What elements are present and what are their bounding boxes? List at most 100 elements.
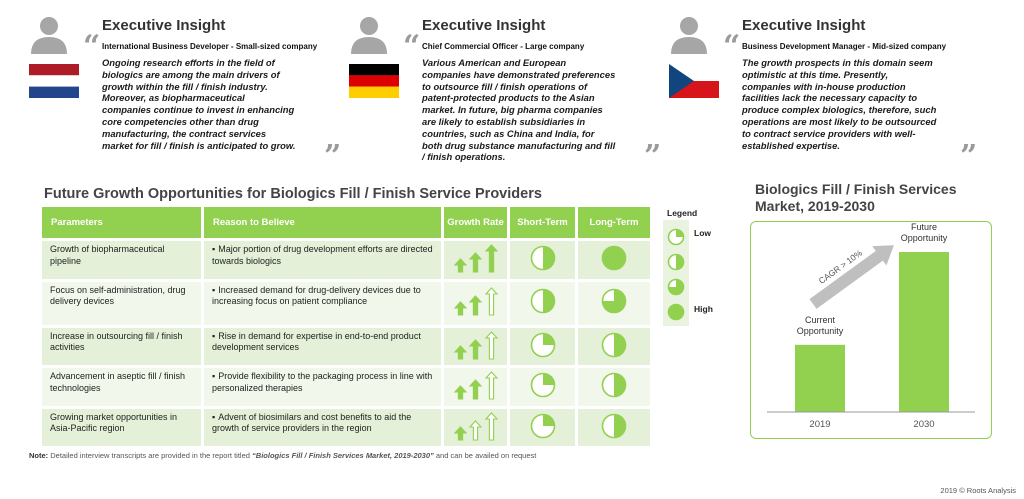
short-term-cell — [510, 278, 578, 325]
person-icon — [31, 17, 67, 54]
executive-insight-2: Executive Insight “ Chief Commercial Off… — [347, 12, 677, 182]
copyright: 2019 © Roots Analysis — [940, 486, 1016, 495]
growth-arrow-filled — [453, 344, 467, 360]
reason-cell: Provide flexibility to the packaging pro… — [204, 365, 444, 406]
harvey-ball-icon — [530, 245, 555, 271]
reason-cell: Rise in demand for expertise in end-to-e… — [204, 324, 444, 365]
short-term-cell — [510, 324, 578, 365]
growth-rate-cell — [444, 365, 510, 406]
growth-arrow-filled — [468, 379, 482, 400]
long-term-cell — [578, 365, 650, 406]
parameter-cell: Focus on self-administration, drug deliv… — [42, 278, 204, 325]
insight-role: Chief Commercial Officer - Large company — [422, 42, 585, 51]
growth-arrow-outline — [484, 371, 498, 400]
table-row: Advancement in aseptic fill / finish tec… — [42, 365, 650, 406]
insight-quote: Various American and European companies … — [422, 57, 616, 163]
legend-title: Legend — [667, 208, 698, 218]
person-icon — [351, 17, 387, 54]
header-growth-rate: Growth Rate — [444, 207, 510, 238]
insight-quote: Ongoing research efforts in the field of… — [102, 57, 296, 151]
growth-arrow-filled — [468, 338, 482, 360]
parameter-cell: Growing market opportunities in Asia-Pac… — [42, 405, 204, 446]
growth-arrows-icon — [453, 330, 498, 360]
insight-title: Executive Insight — [742, 17, 866, 34]
table-row: Growth of biopharmaceutical pipeline Maj… — [42, 238, 650, 279]
growth-arrows-icon — [453, 411, 498, 441]
harvey-ball-icon — [530, 372, 555, 398]
growth-arrow-filled — [453, 301, 467, 316]
open-quote-icon: “ — [83, 29, 101, 64]
bar-2030 — [899, 252, 949, 412]
parameter-cell: Advancement in aseptic fill / finish tec… — [42, 365, 204, 406]
executive-insight-3: Executive Insight “ Business Development… — [667, 12, 997, 182]
table-row: Focus on self-administration, drug deliv… — [42, 278, 650, 325]
harvey-ball-icon — [601, 288, 627, 314]
harvey-ball-icon — [667, 303, 685, 321]
x-tick-label: 2030 — [913, 419, 934, 430]
close-quote-icon: ” — [644, 139, 662, 174]
harvey-ball-icon — [601, 245, 627, 271]
open-quote-icon: “ — [723, 29, 741, 64]
growth-arrows-icon — [453, 371, 498, 400]
growth-arrow-filled — [468, 252, 482, 273]
market-chart-svg: CurrentOpportunity2019FutureOpportunity2… — [767, 222, 975, 430]
legend-high-label: High — [694, 304, 713, 314]
executive-insight-1: Executive Insight “ International Busine… — [27, 12, 357, 182]
germany-flag-icon — [349, 64, 399, 98]
insight-role: International Business Developer - Small… — [102, 42, 318, 51]
growth-arrow-filled — [453, 385, 467, 400]
header-short-term: Short-Term — [510, 207, 578, 238]
harvey-ball-icon — [667, 228, 685, 246]
close-quote-icon: ” — [960, 139, 978, 174]
short-term-cell — [510, 238, 578, 279]
growth-arrows-icon — [453, 244, 498, 273]
growth-arrow-outline — [484, 287, 498, 316]
insight-title: Executive Insight — [422, 17, 546, 34]
close-quote-icon: ” — [324, 139, 342, 174]
growth-rate-cell — [444, 278, 510, 325]
harvey-ball-icon — [667, 253, 685, 271]
bar-label: Current — [805, 315, 836, 325]
legend: Legend Low High — [663, 208, 723, 326]
table-header-row: Parameters Reason to Believe Growth Rate… — [42, 207, 650, 238]
long-term-cell — [578, 278, 650, 325]
legend-low-label: Low — [694, 228, 711, 238]
netherlands-flag-icon — [29, 64, 79, 98]
market-chart-title: Biologics Fill / Finish Services Market,… — [755, 181, 957, 214]
long-term-cell — [578, 238, 650, 279]
cagr-arrow: CAGR > 10% — [809, 245, 894, 309]
reason-cell: Major portion of drug development effort… — [204, 238, 444, 279]
growth-arrow-filled — [484, 244, 498, 273]
short-term-cell — [510, 405, 578, 446]
reason-cell: Increased demand for drug-delivery devic… — [204, 278, 444, 325]
harvey-ball-icon — [530, 332, 555, 357]
person-icon — [671, 17, 707, 54]
insight-quote: The growth prospects in this domain seem… — [742, 57, 937, 151]
table-row: Growing market opportunities in Asia-Pac… — [42, 405, 650, 446]
growth-arrows-icon — [453, 287, 498, 316]
growth-arrow-outline — [484, 411, 498, 441]
bar-2019 — [795, 344, 845, 412]
market-chart: Current Opportunity 2019 Future Opportunity 2… — [750, 221, 992, 439]
reason-cell: Advent of biosimilars and cost benefits … — [204, 405, 444, 446]
opportunities-title: Future Growth Opportunities for Biologic… — [44, 186, 542, 202]
header-parameters: Parameters — [42, 207, 204, 238]
harvey-ball-icon — [601, 372, 627, 398]
parameter-cell: Growth of biopharmaceutical pipeline — [42, 238, 204, 279]
growth-rate-cell — [444, 405, 510, 446]
legend-box — [663, 220, 689, 326]
header-reason: Reason to Believe — [204, 207, 444, 238]
long-term-cell — [578, 324, 650, 365]
growth-rate-cell — [444, 238, 510, 279]
growth-arrow-outline — [468, 419, 482, 441]
footnote: Note: Detailed interview transcripts are… — [29, 451, 537, 460]
open-quote-icon: “ — [403, 29, 421, 64]
growth-arrow-filled — [453, 425, 467, 441]
harvey-ball-icon — [601, 413, 627, 438]
harvey-ball-icon — [601, 332, 627, 357]
long-term-cell — [578, 405, 650, 446]
bar-label: Future — [911, 222, 937, 232]
growth-arrow-filled — [468, 295, 482, 316]
header-long-term: Long-Term — [578, 207, 650, 238]
x-tick-label: 2019 — [809, 419, 830, 430]
